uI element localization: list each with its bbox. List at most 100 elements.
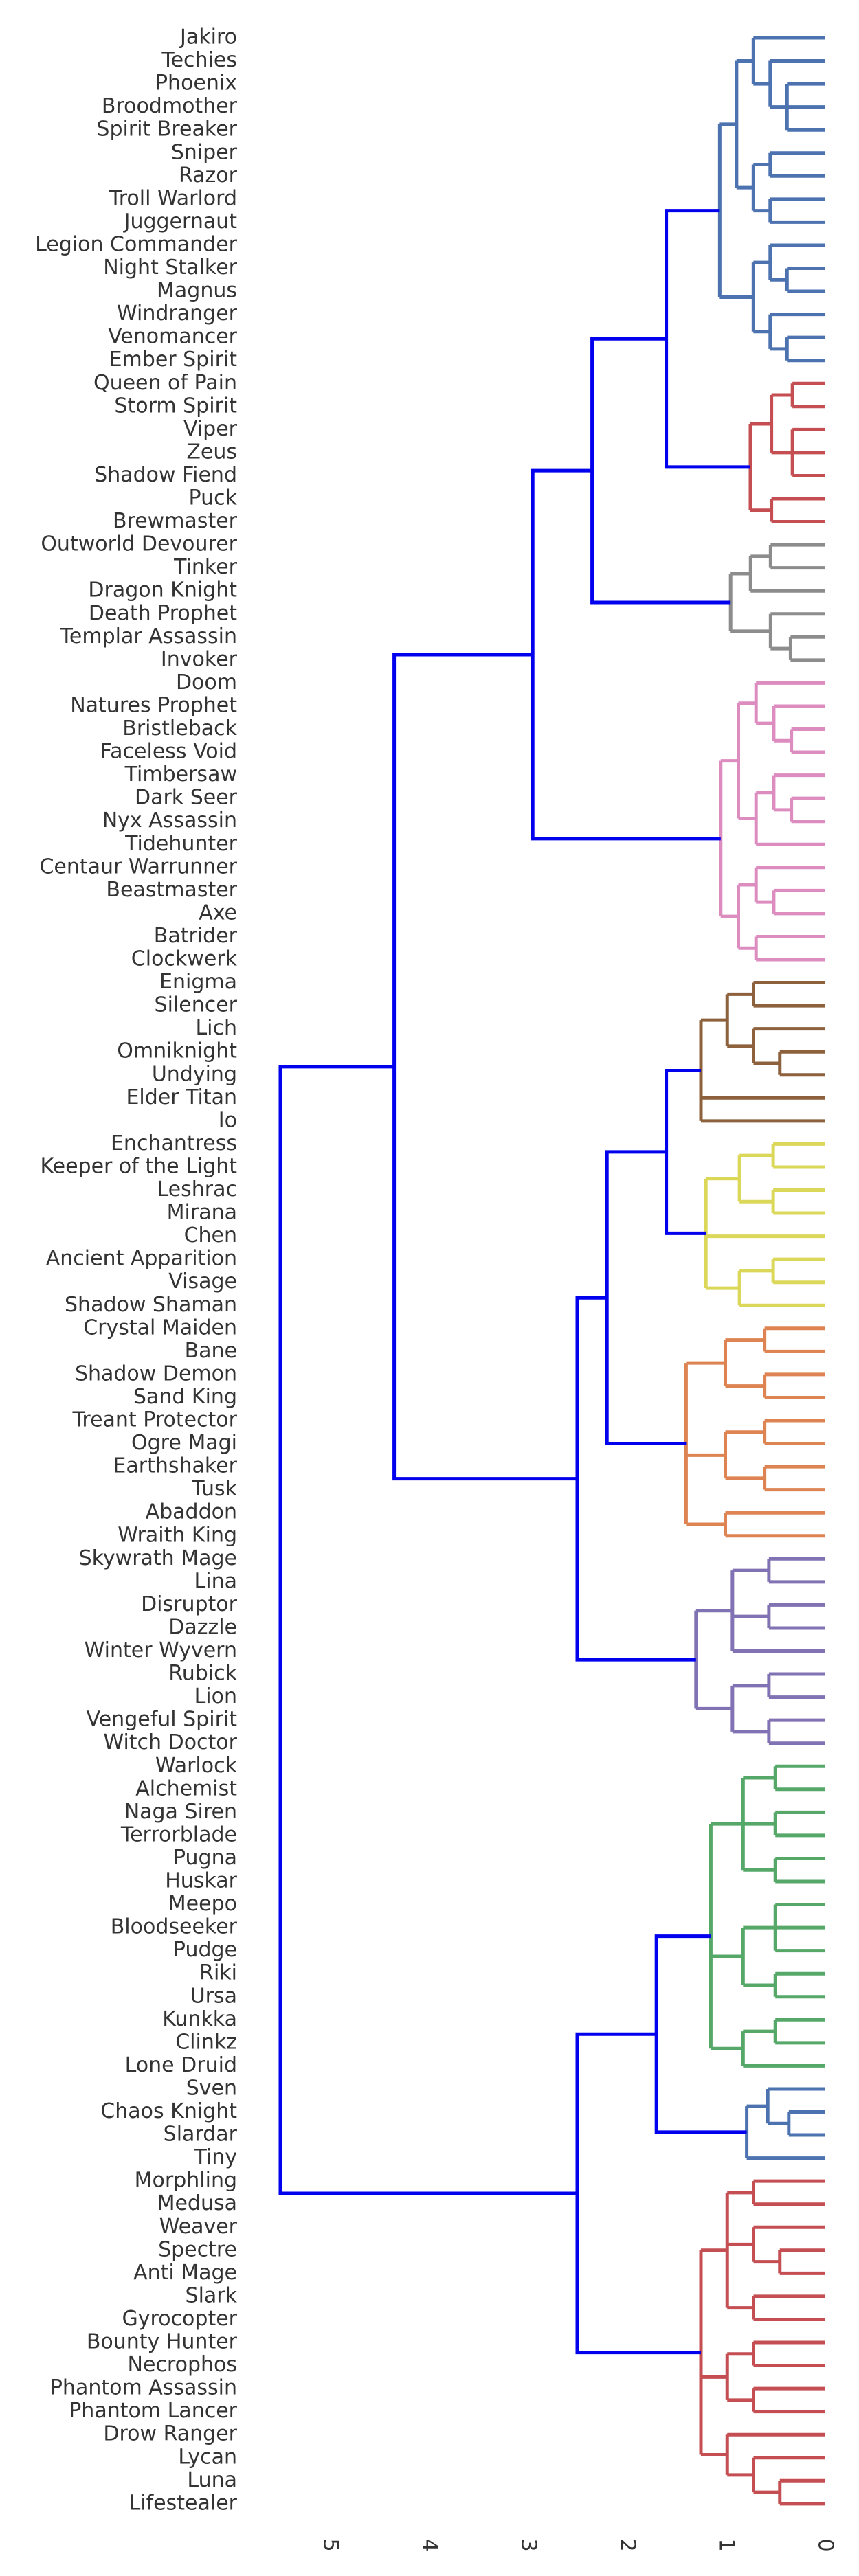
leaf-label: Keeper of the Light: [40, 1154, 237, 1178]
dendrogram-link: [767, 1557, 825, 1584]
dendrogram-link: [768, 243, 825, 282]
x-tick-label: 5: [319, 2538, 343, 2551]
leaf-label: Lycan: [178, 2445, 237, 2469]
x-tick-label: 4: [418, 2538, 442, 2551]
dendrogram-link: [767, 1603, 825, 1630]
dendrogram-link: [772, 704, 825, 743]
dendrogram-link: [763, 1465, 825, 1492]
leaf-label: Phantom Assassin: [50, 2376, 237, 2400]
leaf-label: Alchemist: [135, 1776, 237, 1800]
leaf-label: Sand King: [133, 1385, 237, 1409]
leaf-label: Vengeful Spirit: [87, 1708, 238, 1732]
dendrogram-link: [773, 2018, 825, 2045]
leaf-label: Abaddon: [146, 1500, 237, 1524]
leaf-label: Crystal Maiden: [83, 1315, 237, 1340]
dendrogram-link: [778, 2478, 825, 2506]
leaf-label: Centaur Warrunner: [39, 855, 237, 879]
leaf-label: Broodmother: [102, 94, 238, 118]
dendrogram-link: [752, 981, 825, 1008]
leaf-label: Dark Seer: [135, 786, 238, 810]
dendrogram-link: [724, 1338, 765, 1388]
dendrogram-link: [737, 1153, 774, 1204]
leaf-label: Ember Spirit: [109, 348, 238, 372]
leaf-label: Clockwerk: [131, 947, 238, 971]
dendrogram-link: [787, 2110, 825, 2137]
leaf-label: Ogre Magi: [131, 1431, 237, 1455]
x-tick-label: 3: [517, 2538, 541, 2551]
leaf-label: Bloodseeker: [111, 1915, 238, 1939]
leaf-label: Meepo: [168, 1892, 237, 1916]
dendrogram-link: [730, 1568, 825, 1653]
dendrogram-link: [724, 1430, 765, 1480]
leaf-label: Ursa: [190, 1984, 237, 2008]
leaf-label: Warlock: [155, 1754, 238, 1778]
leaf-label: Magnus: [157, 279, 237, 303]
leaf-label: Faceless Void: [100, 740, 237, 764]
dendrogram-link: [768, 612, 825, 651]
leaf-label: Medusa: [157, 2191, 237, 2215]
leaf-label: Naga Siren: [124, 1800, 237, 1824]
leaf-label: Visage: [168, 1269, 237, 1293]
leaf-label: Lifestealer: [129, 2491, 238, 2515]
leaf-label: Pugna: [173, 1846, 237, 1870]
leaf-label: Death Prophet: [89, 601, 237, 625]
dendrogram-link: [751, 260, 770, 334]
leaf-label: Gyrocopter: [122, 2307, 238, 2331]
dendrogram-link: [730, 1684, 769, 1734]
leaf-label: Chaos Knight: [100, 2099, 237, 2123]
dendrogram-link: [752, 1027, 825, 1065]
dendrogram-link: [754, 791, 825, 846]
leaf-label: Treant Protector: [71, 1408, 237, 1432]
leaf-label: Necrophos: [128, 2353, 237, 2377]
dendrogram-link: [605, 1150, 687, 1446]
dendrogram-link: [654, 1934, 747, 2134]
dendrogram-link: [773, 1971, 825, 1999]
leaf-label: Troll Warlord: [109, 186, 237, 210]
leaf-label: Chen: [184, 1223, 237, 1247]
dendrogram-link: [785, 267, 825, 293]
leaf-label: Brewmaster: [113, 509, 238, 533]
dendrogram-link: [575, 2032, 701, 2355]
leaf-label: Razor: [179, 163, 238, 188]
dendrogram-link: [752, 2179, 825, 2206]
leaf-label: Tinker: [173, 555, 238, 579]
dendrogram-link: [778, 1050, 825, 1077]
leaf-label: Juggernaut: [123, 210, 238, 234]
dendrogram-link: [768, 313, 825, 351]
leaf-label: Techies: [161, 48, 237, 72]
dendrogram-link: [737, 883, 757, 950]
x-tick-label: 0: [814, 2538, 838, 2551]
leaf-label: Queen of Pain: [93, 371, 237, 395]
leaf-label: Tusk: [191, 1477, 237, 1501]
dendrogram-link: [763, 1372, 825, 1399]
leaf-label: Skywrath Mage: [79, 1546, 237, 1570]
leaf-label: Riki: [199, 1961, 237, 1985]
leaf-label: Silencer: [155, 993, 238, 1017]
dendrogram-link: [790, 381, 825, 409]
dendrogram-link: [694, 1609, 733, 1710]
dendrogram-link: [704, 1177, 825, 1290]
leaf-label: Templar Assassin: [60, 624, 237, 648]
dendrogram-link: [754, 681, 825, 725]
leaf-label: Jakiro: [179, 25, 237, 49]
leaf-label: Huskar: [165, 1869, 237, 1893]
dendrogram-link: [754, 934, 825, 962]
dendrogram-link: [748, 422, 772, 512]
leaf-label: Mirana: [167, 1201, 237, 1225]
dendrogram-link: [725, 2191, 754, 2310]
leaf-label: Luna: [187, 2468, 237, 2492]
leaf-label: Lion: [194, 1684, 237, 1708]
dendrogram-link: [767, 1718, 825, 1745]
leaf-label: Drow Ranger: [103, 2422, 237, 2446]
dendrogram-link: [766, 2087, 825, 2125]
leaf-label: Spirit Breaker: [96, 117, 237, 142]
leaf-label: Venomancer: [108, 325, 238, 349]
x-tick-label: 1: [715, 2538, 739, 2551]
leaf-label: Zeus: [186, 440, 237, 464]
leaf-label: Nyx Assassin: [102, 809, 237, 833]
dendrogram-link: [770, 393, 793, 455]
dendrogram-link: [772, 773, 825, 812]
dendrogram-link: [785, 335, 825, 363]
leaf-label: Invoker: [161, 647, 238, 671]
